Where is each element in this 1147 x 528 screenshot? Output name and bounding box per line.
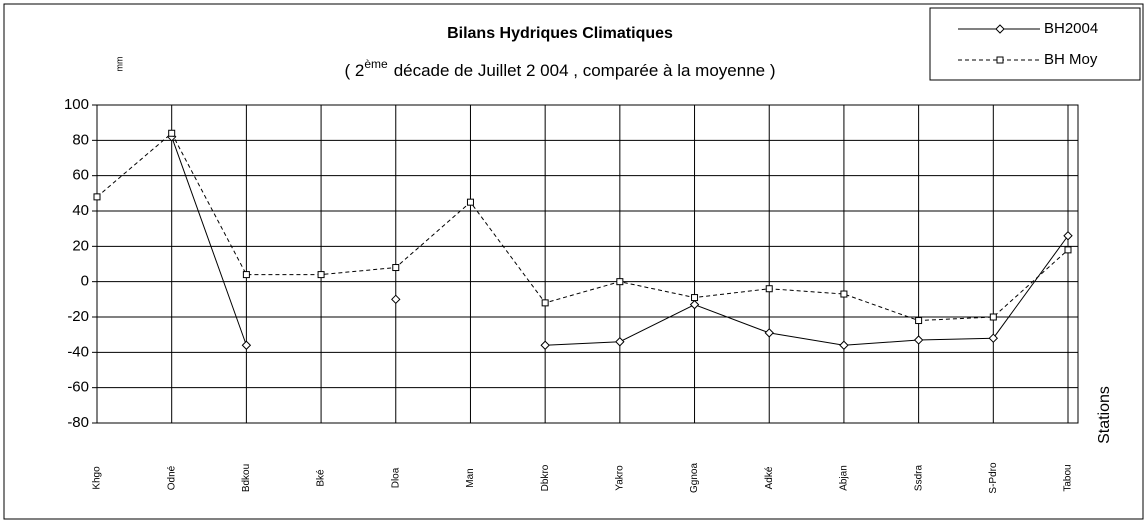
marker-square — [765, 285, 773, 293]
legend-box — [929, 7, 1141, 81]
y-tick-label: -60 — [67, 379, 89, 396]
y-tick-label: -20 — [67, 308, 89, 325]
x-tick-label: Odné — [166, 465, 177, 490]
series-line — [96, 132, 1069, 322]
subtitle-part: décade de Juillet 2 004 , comparée à la … — [394, 61, 776, 80]
y-tick-label: 20 — [72, 237, 89, 254]
marker-square — [242, 271, 250, 279]
y-tick-label: 80 — [72, 131, 89, 148]
subtitle-sup: ème — [364, 57, 388, 71]
marker-square — [616, 278, 624, 286]
x-tick-label: Tabou — [1063, 464, 1074, 491]
marker-diamond — [241, 340, 252, 350]
x-tick-label: S-Pdro — [988, 462, 999, 494]
marker-square — [466, 198, 474, 206]
series-line — [171, 136, 1069, 346]
marker-diamond — [1063, 231, 1073, 241]
subtitle-part: ( 2 — [345, 61, 365, 80]
x-tick-label: Bdkou — [241, 464, 252, 492]
marker-diamond — [615, 337, 625, 347]
y-axis-label: mm — [114, 57, 124, 72]
x-tick-label: Bké — [316, 469, 327, 487]
y-tick-label: 100 — [64, 96, 89, 113]
x-axis-label: Stations — [1096, 386, 1113, 444]
marker-square — [989, 313, 997, 321]
x-tick-label: Yakro — [614, 465, 625, 491]
x-tick-label: Dloa — [390, 467, 401, 488]
plot-area — [96, 104, 1079, 424]
marker-square — [691, 294, 699, 302]
legend-label: BH Moy — [1044, 51, 1098, 68]
y-tick-label: 60 — [72, 167, 89, 184]
legend-label: BH2004 — [1044, 20, 1098, 37]
y-tick-label: 40 — [72, 202, 89, 219]
marker-square — [392, 264, 400, 272]
x-tick-label: Ssdra — [913, 465, 924, 492]
x-tick-label: Khgo — [92, 466, 103, 490]
marker-square — [317, 271, 325, 279]
marker-diamond — [391, 294, 401, 305]
x-tick-label: Dbkro — [540, 464, 551, 491]
x-tick-label: Abjan — [839, 465, 850, 491]
marker-square — [840, 290, 848, 298]
marker-diamond — [689, 299, 700, 310]
marker-diamond — [995, 24, 1005, 34]
marker-square — [168, 129, 176, 137]
marker-diamond — [913, 335, 924, 345]
marker-square — [915, 317, 923, 325]
x-tick-label: Man — [465, 468, 476, 487]
marker-diamond — [839, 340, 849, 350]
chart-title: Bilans Hydriques Climatiques — [447, 25, 673, 42]
chart-subtitle: ( 2ème décade de Juillet 2 004 , comparée… — [345, 57, 776, 80]
marker-diamond — [764, 328, 774, 338]
y-tick-label: 0 — [81, 273, 89, 290]
marker-square — [541, 299, 549, 307]
x-tick-label: Ggnoa — [689, 463, 700, 493]
y-tick-label: -40 — [67, 343, 89, 360]
marker-square — [996, 56, 1004, 64]
marker-diamond — [988, 333, 999, 343]
marker-diamond — [540, 340, 550, 350]
x-tick-label: Adké — [764, 466, 775, 489]
marker-square — [93, 193, 101, 201]
marker-square — [1064, 246, 1072, 254]
y-tick-label: -80 — [67, 414, 89, 431]
